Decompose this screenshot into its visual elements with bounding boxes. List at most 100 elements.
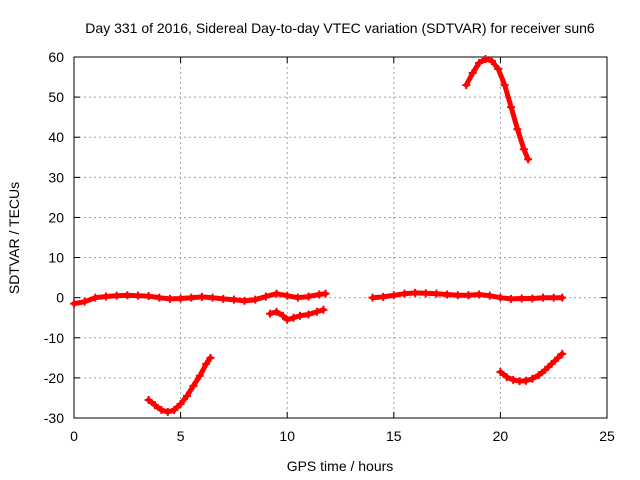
data-point [163, 407, 172, 416]
data-point [151, 401, 160, 410]
data-point [195, 371, 204, 380]
data-point [157, 405, 166, 414]
data-point [453, 291, 462, 300]
data-point [155, 293, 164, 302]
data-point [389, 291, 398, 300]
data-point [524, 155, 533, 164]
data-point [313, 307, 322, 316]
data-point [289, 313, 298, 322]
data-point [202, 359, 211, 368]
data-point [112, 291, 121, 300]
data-point [266, 309, 275, 318]
data-point [517, 294, 526, 303]
data-point [283, 315, 292, 324]
y-tick-label: 60 [48, 49, 64, 65]
data-point [487, 57, 496, 66]
series-main-band-a [70, 289, 330, 308]
series-trace [463, 56, 531, 162]
y-tick-label: 40 [48, 129, 64, 145]
chart-title: Day 331 of 2016, Sidereal Day-to-day VTE… [85, 20, 595, 36]
series-dip-10h [266, 305, 328, 324]
data-point [272, 289, 281, 298]
y-tick-label: -30 [44, 410, 64, 426]
data-point [368, 293, 377, 302]
data-point [464, 291, 473, 300]
data-point [519, 145, 528, 154]
data-point [208, 293, 217, 302]
data-point [481, 55, 490, 64]
data-point [379, 292, 388, 301]
data-point [528, 374, 537, 383]
x-tick-label: 15 [386, 428, 402, 444]
data-point [475, 59, 484, 68]
data-point [400, 289, 409, 298]
data-point [295, 311, 304, 320]
data-point [500, 81, 509, 90]
grid-lines [74, 57, 607, 418]
data-point [558, 293, 567, 302]
data-point [206, 353, 215, 362]
data-point [182, 391, 191, 400]
series-arc-high [462, 55, 533, 164]
series-arc-late [496, 349, 567, 386]
data-point [101, 292, 110, 301]
data-point [251, 295, 260, 304]
y-tick-label: 10 [48, 250, 64, 266]
x-tick-label: 0 [70, 428, 78, 444]
x-tick-label: 20 [493, 428, 509, 444]
data-point [411, 288, 420, 297]
data-point [432, 289, 441, 298]
data-point [558, 349, 567, 358]
data-point [485, 291, 494, 300]
data-point [176, 294, 185, 303]
x-tick-label: 5 [177, 428, 185, 444]
x-tick-label: 10 [279, 428, 295, 444]
y-tick-label: 30 [48, 169, 64, 185]
data-point [304, 292, 313, 301]
y-tick-label: 0 [56, 290, 64, 306]
data-point [528, 294, 537, 303]
data-points [70, 55, 567, 416]
y-tick-label: 20 [48, 209, 64, 225]
series-main-band-b [368, 288, 567, 303]
data-point [443, 290, 452, 299]
data-point [462, 81, 471, 90]
data-point [144, 292, 153, 301]
data-point [509, 375, 518, 384]
data-point [547, 359, 556, 368]
x-tick-label: 25 [599, 428, 615, 444]
data-point [187, 293, 196, 302]
data-point [123, 291, 132, 300]
y-tick-label: 50 [48, 89, 64, 105]
data-point [496, 293, 505, 302]
data-point [421, 289, 430, 298]
data-point [133, 291, 142, 300]
data-point [229, 295, 238, 304]
data-point [165, 294, 174, 303]
data-point [507, 103, 516, 112]
data-point [240, 296, 249, 305]
data-point [494, 65, 503, 74]
data-point [521, 376, 530, 385]
data-point [283, 291, 292, 300]
data-point [475, 290, 484, 299]
y-tick-label: -20 [44, 370, 64, 386]
data-point [189, 381, 198, 390]
data-point [549, 293, 558, 302]
data-point [507, 294, 516, 303]
data-point [496, 367, 505, 376]
data-point [541, 365, 550, 374]
y-axis-label: SDTVAR / TECUs [6, 182, 22, 294]
data-point [319, 305, 328, 314]
data-point [553, 353, 562, 362]
data-point [219, 294, 228, 303]
data-point [144, 395, 153, 404]
data-point [468, 69, 477, 78]
data-point [80, 297, 89, 306]
x-axis-label: GPS time / hours [287, 458, 394, 474]
data-point [197, 292, 206, 301]
data-point [304, 310, 313, 319]
data-point [293, 293, 302, 302]
data-point [278, 311, 287, 320]
